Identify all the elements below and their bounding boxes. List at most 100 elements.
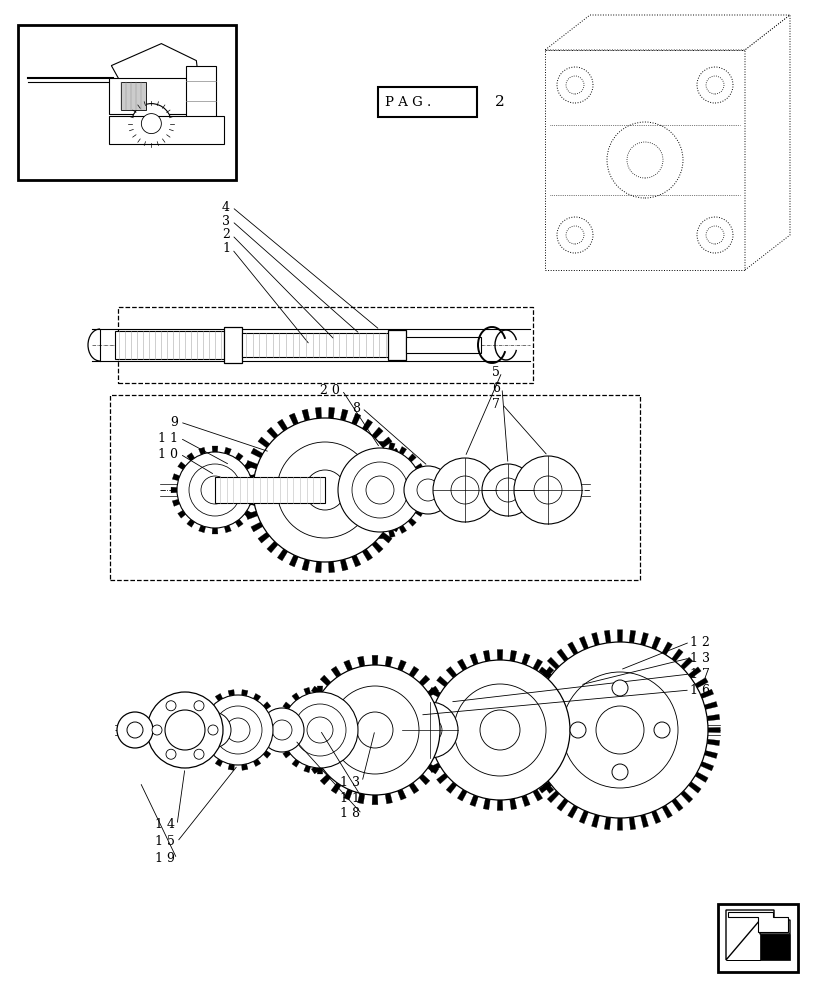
Polygon shape (172, 474, 179, 481)
Polygon shape (604, 630, 610, 643)
Polygon shape (420, 740, 431, 747)
Polygon shape (423, 752, 434, 760)
Polygon shape (392, 460, 404, 469)
Polygon shape (519, 727, 532, 733)
Circle shape (595, 706, 643, 754)
Polygon shape (343, 660, 352, 671)
Circle shape (127, 722, 143, 738)
Circle shape (514, 456, 581, 524)
Circle shape (611, 764, 627, 780)
FancyBboxPatch shape (378, 87, 476, 117)
Polygon shape (241, 690, 247, 696)
Text: 1: 1 (222, 242, 230, 255)
Polygon shape (557, 798, 567, 811)
Polygon shape (419, 475, 428, 481)
Polygon shape (387, 448, 399, 458)
Bar (388, 330, 405, 360)
Polygon shape (205, 750, 213, 758)
Polygon shape (533, 789, 542, 801)
Polygon shape (671, 649, 682, 662)
Bar (405, 337, 480, 353)
Polygon shape (315, 562, 321, 573)
Polygon shape (241, 764, 247, 770)
Polygon shape (629, 817, 635, 830)
Polygon shape (178, 510, 185, 518)
Circle shape (356, 712, 393, 748)
Bar (241, 333, 390, 357)
Polygon shape (252, 487, 259, 493)
Polygon shape (227, 690, 234, 696)
Polygon shape (315, 407, 321, 418)
Polygon shape (258, 532, 270, 543)
Polygon shape (651, 636, 660, 650)
Circle shape (566, 226, 583, 244)
Circle shape (653, 722, 669, 738)
Polygon shape (629, 630, 635, 643)
Circle shape (141, 114, 161, 134)
Polygon shape (336, 509, 344, 517)
Polygon shape (552, 773, 562, 784)
Text: P A G .: P A G . (385, 96, 431, 109)
Text: 8: 8 (351, 401, 360, 414)
Polygon shape (351, 413, 361, 425)
Polygon shape (428, 763, 440, 773)
Polygon shape (331, 487, 337, 493)
Polygon shape (365, 530, 371, 538)
Polygon shape (559, 763, 571, 773)
Text: 2: 2 (495, 95, 504, 109)
Polygon shape (331, 783, 341, 794)
Circle shape (533, 476, 562, 504)
Circle shape (404, 466, 452, 514)
Polygon shape (215, 759, 222, 767)
Polygon shape (543, 782, 553, 793)
Circle shape (282, 692, 357, 768)
Polygon shape (521, 795, 529, 807)
Polygon shape (304, 699, 316, 708)
Circle shape (195, 712, 231, 748)
Circle shape (165, 710, 205, 750)
Polygon shape (744, 15, 789, 270)
Circle shape (194, 701, 203, 711)
Circle shape (626, 142, 662, 178)
Polygon shape (469, 653, 478, 665)
Polygon shape (329, 765, 336, 773)
Polygon shape (273, 727, 278, 733)
Bar (224, 327, 241, 363)
Polygon shape (399, 525, 406, 533)
Polygon shape (198, 525, 205, 533)
Polygon shape (224, 525, 231, 533)
Polygon shape (349, 702, 356, 710)
Text: 9: 9 (170, 416, 178, 428)
Polygon shape (509, 650, 516, 662)
Polygon shape (552, 676, 562, 687)
Text: 1 3: 1 3 (340, 776, 360, 788)
Polygon shape (397, 660, 406, 671)
Polygon shape (362, 419, 372, 431)
Polygon shape (457, 789, 466, 801)
Polygon shape (275, 727, 282, 733)
Circle shape (277, 442, 372, 538)
Polygon shape (433, 752, 445, 761)
Polygon shape (371, 427, 383, 439)
Polygon shape (302, 559, 309, 571)
Circle shape (611, 680, 627, 696)
Circle shape (569, 722, 586, 738)
Polygon shape (496, 800, 502, 810)
Bar (115, 331, 225, 359)
Polygon shape (469, 795, 478, 807)
Polygon shape (531, 678, 544, 688)
Polygon shape (604, 817, 610, 830)
Polygon shape (300, 727, 309, 733)
Circle shape (566, 76, 583, 94)
Bar (717, 904, 797, 972)
Circle shape (177, 452, 253, 528)
Polygon shape (304, 765, 310, 773)
Circle shape (208, 725, 218, 735)
Polygon shape (590, 632, 599, 646)
Polygon shape (212, 528, 218, 534)
Polygon shape (408, 518, 416, 526)
Polygon shape (526, 762, 539, 771)
Polygon shape (301, 713, 312, 720)
Polygon shape (388, 530, 394, 538)
Text: 1 2: 1 2 (689, 636, 709, 648)
